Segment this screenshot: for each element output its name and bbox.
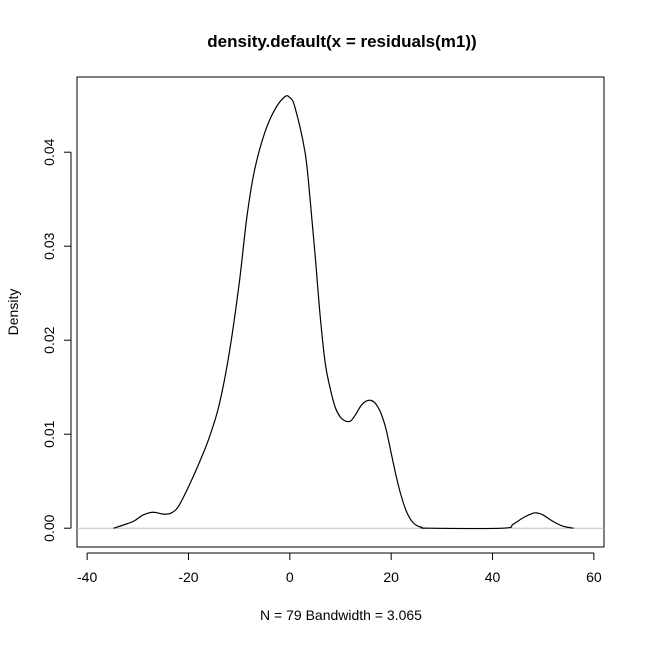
density-curve: [113, 95, 574, 530]
y-axis: 0.00 0.01 0.02 0.03 0.04: [41, 138, 72, 542]
x-tick-label: 60: [586, 569, 602, 585]
y-tick-label: 0.02: [41, 326, 57, 353]
y-axis-label: Density: [5, 289, 21, 336]
x-tick-label: -20: [178, 569, 198, 585]
chart-title: density.default(x = residuals(m1)): [207, 32, 476, 51]
x-axis-label: N = 79 Bandwidth = 3.065: [260, 607, 422, 623]
x-axis: -40 -20 0 20 40 60: [77, 552, 602, 585]
y-tick-label: 0.01: [41, 420, 57, 447]
x-tick-label: 20: [383, 569, 399, 585]
y-tick-label: 0.03: [41, 232, 57, 259]
y-tick-label: 0.04: [41, 138, 57, 165]
x-tick-label: -40: [77, 569, 97, 585]
x-tick-label: 40: [485, 569, 501, 585]
y-tick-label: 0.00: [41, 514, 57, 541]
x-tick-label: 0: [286, 569, 294, 585]
plot-frame: [76, 76, 605, 548]
